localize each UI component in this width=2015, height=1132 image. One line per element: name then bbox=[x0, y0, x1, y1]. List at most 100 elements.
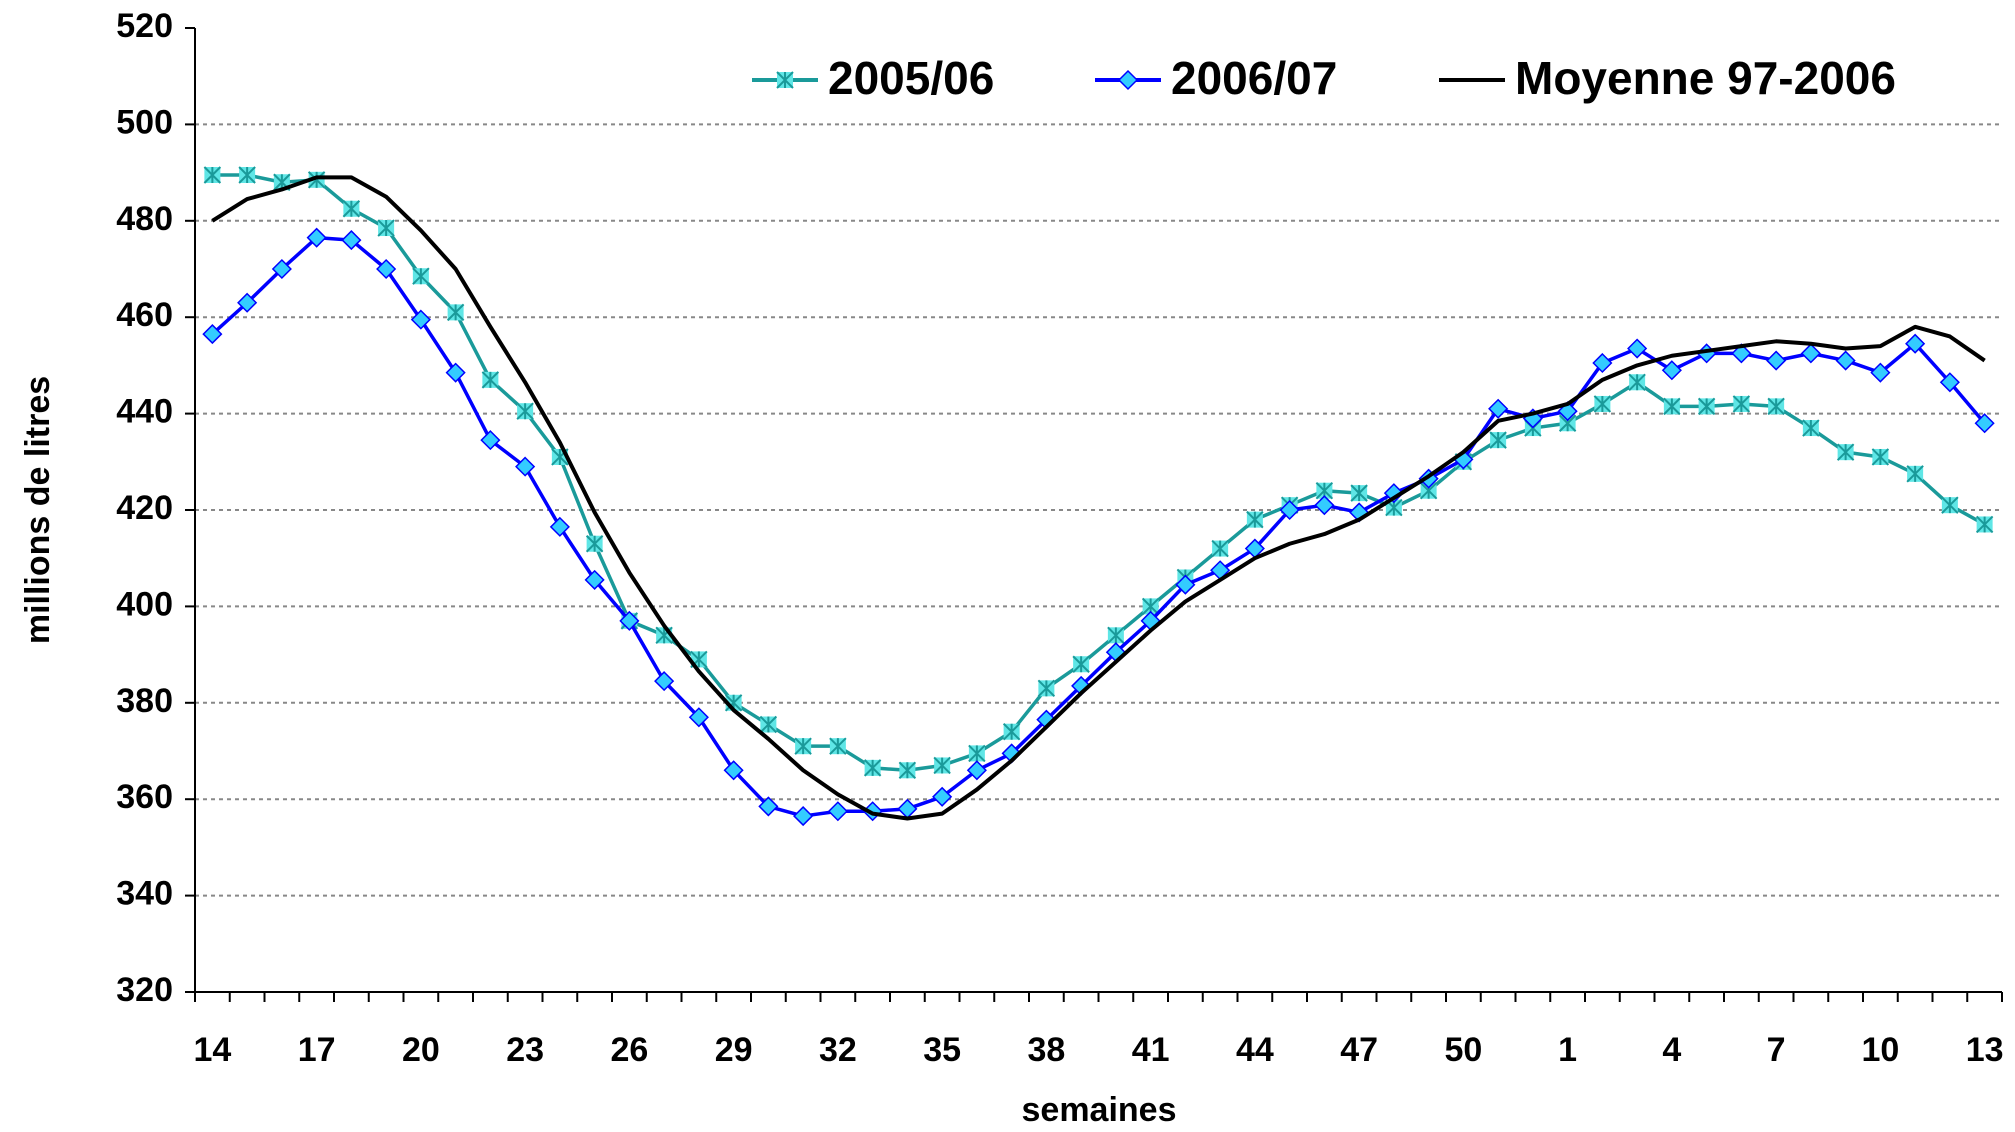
data-point bbox=[1037, 679, 1056, 698]
marker-star bbox=[1107, 626, 1125, 645]
data-point bbox=[1211, 539, 1229, 558]
data-point bbox=[827, 801, 848, 822]
legend-label: 2006/07 bbox=[1171, 52, 1337, 104]
y-tick-label: 440 bbox=[116, 393, 173, 431]
data-point bbox=[446, 303, 465, 322]
series-line bbox=[211, 235, 1986, 818]
data-point bbox=[1592, 352, 1613, 374]
data-point bbox=[1489, 431, 1507, 449]
data-point bbox=[759, 715, 778, 734]
data-point bbox=[1419, 482, 1438, 500]
data-point bbox=[1802, 419, 1820, 437]
data-point bbox=[1117, 69, 1139, 91]
data-point bbox=[1315, 482, 1334, 500]
x-tick-label: 26 bbox=[610, 1031, 648, 1069]
data-point bbox=[1905, 333, 1926, 354]
data-point bbox=[445, 362, 466, 383]
marker-star bbox=[1802, 419, 1820, 437]
y-tick-label: 500 bbox=[116, 103, 173, 141]
y-tick-label: 400 bbox=[116, 585, 173, 623]
marker-star bbox=[1767, 397, 1785, 416]
data-point bbox=[1593, 395, 1612, 413]
data-point bbox=[1975, 515, 1994, 534]
data-point bbox=[549, 516, 570, 537]
data-point bbox=[1732, 395, 1751, 413]
data-point bbox=[1627, 338, 1648, 359]
data-point bbox=[1279, 499, 1300, 521]
data-point bbox=[932, 786, 953, 807]
marker-star bbox=[377, 219, 395, 237]
marker-star bbox=[794, 737, 812, 755]
x-tick-label: 17 bbox=[298, 1031, 336, 1069]
x-tick-label: 7 bbox=[1767, 1031, 1786, 1069]
marker-star bbox=[1732, 395, 1751, 413]
marker-star bbox=[776, 71, 794, 89]
data-point bbox=[1661, 360, 1682, 381]
data-point bbox=[481, 371, 500, 389]
data-point bbox=[515, 456, 536, 477]
data-point bbox=[1350, 484, 1368, 502]
marker-star bbox=[863, 759, 882, 777]
data-point bbox=[898, 761, 917, 779]
y-tick-label: 520 bbox=[116, 7, 173, 45]
data-point bbox=[238, 166, 256, 184]
y-tick-label: 360 bbox=[116, 778, 173, 816]
y-tick-label: 460 bbox=[116, 296, 173, 334]
data-point bbox=[584, 569, 605, 590]
data-point bbox=[1558, 414, 1577, 432]
data-point bbox=[376, 258, 397, 280]
data-point bbox=[968, 744, 986, 763]
x-tick-label: 47 bbox=[1340, 1031, 1378, 1069]
marker-star bbox=[481, 371, 500, 389]
marker-star bbox=[1836, 443, 1855, 461]
marker-star bbox=[1072, 655, 1090, 673]
data-point bbox=[1906, 465, 1924, 483]
marker-star bbox=[829, 737, 847, 755]
legend-label: Moyenne 97-2006 bbox=[1515, 52, 1896, 104]
x-tick-label: 20 bbox=[402, 1031, 440, 1069]
data-point bbox=[1766, 350, 1787, 371]
data-point bbox=[1246, 510, 1264, 529]
data-point bbox=[585, 535, 604, 553]
data-point bbox=[410, 309, 431, 330]
data-point bbox=[1974, 413, 1995, 434]
marker-star bbox=[1663, 397, 1681, 416]
marker-star bbox=[307, 171, 326, 189]
marker-star bbox=[1975, 515, 1994, 534]
marker-star bbox=[1697, 397, 1716, 416]
data-point bbox=[1418, 468, 1439, 489]
data-point bbox=[619, 610, 640, 631]
data-point bbox=[1488, 398, 1509, 419]
series-line bbox=[211, 175, 1986, 821]
x-tick-label: 35 bbox=[923, 1031, 961, 1069]
marker-star bbox=[1489, 431, 1507, 449]
x-tick-label: 1 bbox=[1558, 1031, 1577, 1069]
data-point bbox=[516, 402, 534, 420]
y-tick-label: 480 bbox=[116, 200, 173, 238]
data-point bbox=[1835, 350, 1856, 371]
legend-label: 2005/06 bbox=[828, 52, 994, 104]
data-point bbox=[863, 759, 882, 777]
data-point bbox=[793, 806, 814, 827]
marker-star bbox=[1593, 395, 1612, 413]
marker-star bbox=[446, 303, 465, 322]
data-point bbox=[1941, 496, 1959, 514]
marker-star bbox=[968, 744, 986, 763]
x-tick-label: 44 bbox=[1236, 1031, 1274, 1069]
marker-star bbox=[342, 200, 361, 218]
data-point bbox=[377, 219, 395, 237]
data-point bbox=[1697, 397, 1716, 416]
series-line bbox=[212, 173, 1986, 773]
data-point bbox=[342, 200, 361, 218]
data-point bbox=[306, 227, 327, 248]
x-tick-label: 14 bbox=[193, 1031, 231, 1069]
data-point bbox=[897, 798, 918, 819]
marker-star bbox=[1628, 373, 1646, 391]
marker-star bbox=[933, 756, 951, 775]
data-point bbox=[1870, 362, 1891, 383]
data-point bbox=[723, 760, 744, 781]
data-point bbox=[1871, 448, 1890, 466]
data-point bbox=[1107, 626, 1125, 645]
x-tick-label: 32 bbox=[819, 1031, 857, 1069]
